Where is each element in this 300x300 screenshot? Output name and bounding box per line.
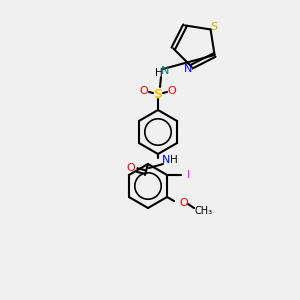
Text: O: O	[127, 163, 135, 173]
Text: N: N	[162, 155, 170, 165]
Text: O: O	[168, 86, 176, 96]
Text: H: H	[155, 68, 163, 78]
Text: S: S	[154, 88, 163, 101]
Text: CH₃: CH₃	[195, 206, 213, 216]
Text: H: H	[170, 155, 178, 165]
Text: N: N	[161, 66, 169, 76]
Text: S: S	[210, 22, 217, 32]
Text: O: O	[180, 198, 188, 208]
Text: N: N	[184, 64, 193, 74]
Text: O: O	[140, 86, 148, 96]
Text: I: I	[186, 170, 190, 180]
